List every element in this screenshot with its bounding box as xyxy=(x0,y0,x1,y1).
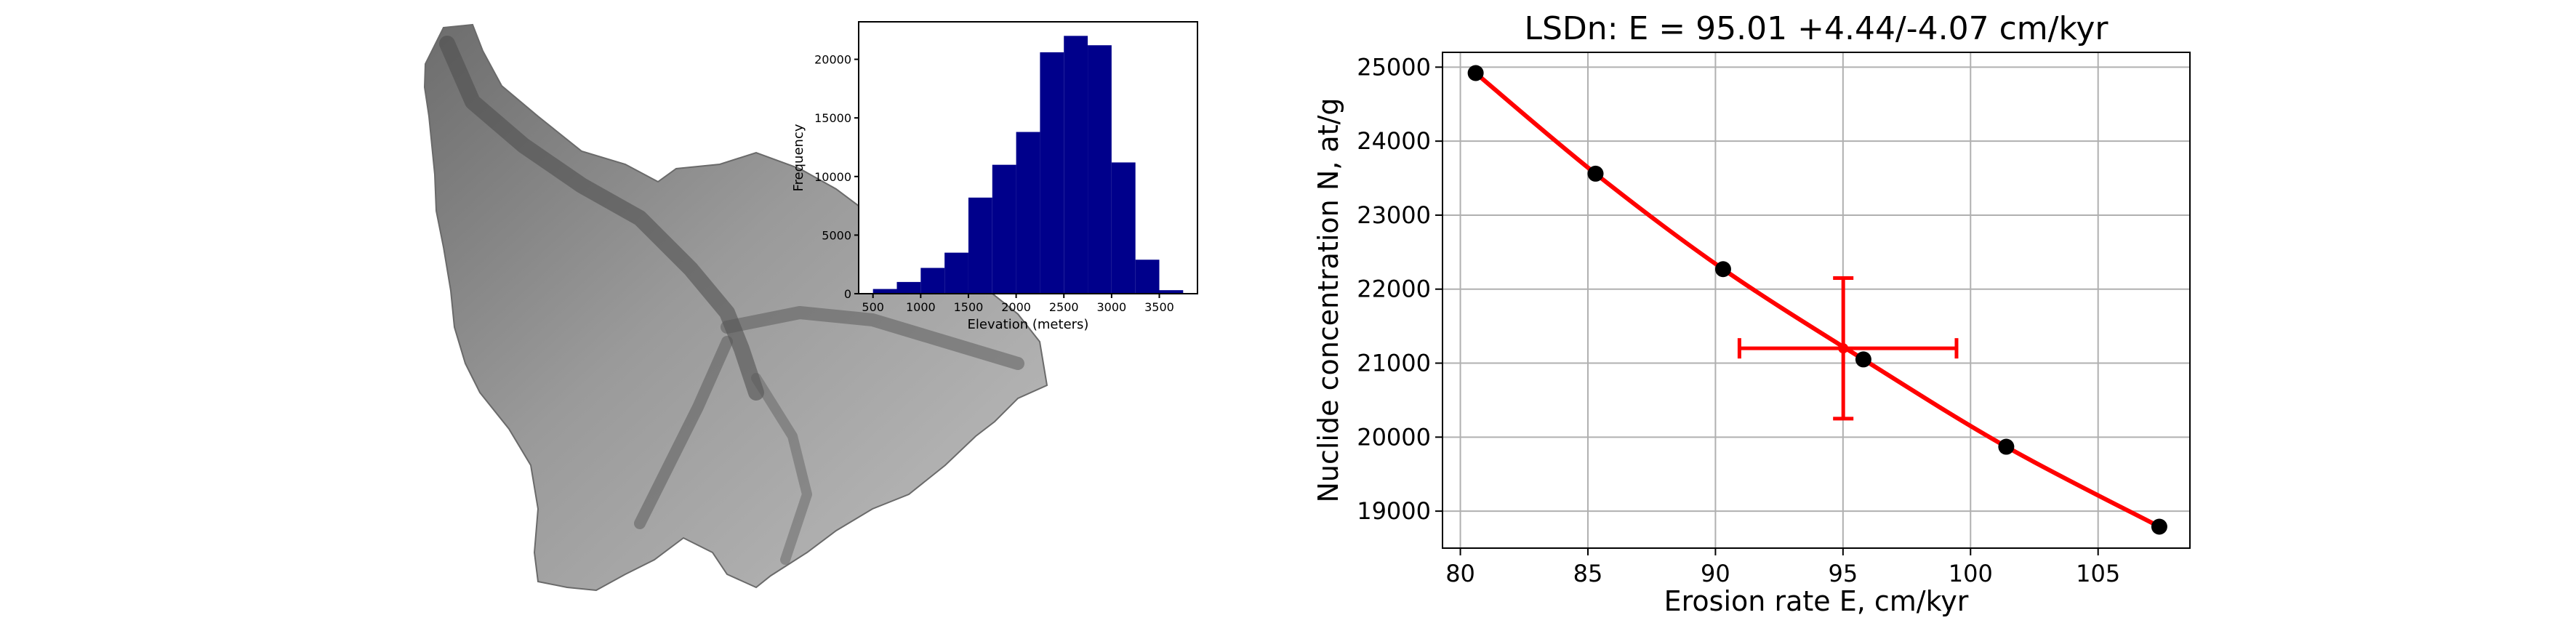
histogram-x-tick-label: 1000 xyxy=(906,300,936,314)
chart-x-tick-label: 85 xyxy=(1573,560,1603,587)
model-curve xyxy=(1474,71,2161,529)
data-point xyxy=(2151,518,2167,535)
histogram-x-axis-label: Elevation (meters) xyxy=(968,317,1089,332)
chart-x-tick-label: 100 xyxy=(1949,560,1993,587)
histogram-y-axis-label: Frequency xyxy=(791,124,806,191)
chart-x-axis-label: Erosion rate E, cm/kyr xyxy=(1664,585,1969,617)
histogram-y-tick-label: 10000 xyxy=(814,170,851,184)
basin-valley-branch-south xyxy=(634,336,733,529)
data-point xyxy=(1587,165,1604,182)
histogram-bar xyxy=(896,281,921,294)
basin-map xyxy=(423,23,1048,592)
histogram-bar xyxy=(992,164,1016,294)
chart-frame xyxy=(1442,52,2191,549)
histogram-bar xyxy=(944,252,968,294)
histogram-x-tick-label: 500 xyxy=(862,300,884,314)
histogram-x-tick-label: 3500 xyxy=(1144,300,1174,314)
basin-outline xyxy=(423,23,1048,592)
chart-x-tick-label: 90 xyxy=(1701,560,1730,587)
estimate-error-cross xyxy=(1737,276,1959,421)
histogram-y-tick-label: 15000 xyxy=(814,111,851,125)
estimate-point xyxy=(1838,343,1849,354)
basin-valley-main xyxy=(439,36,764,401)
chart-y-axis-label: Nuclide concentration N, at/g xyxy=(1312,97,1344,502)
histogram-x-tick-label: 2500 xyxy=(1049,300,1079,314)
model-points xyxy=(1467,65,2167,535)
erosion-rate-chart: LSDn: E = 95.01 +4.44/-4.07 cm/kyr 80 85 9… xyxy=(1312,10,2191,617)
chart-x-tick-label: 105 xyxy=(2076,560,2120,587)
elevation-histogram: 500 1000 1500 2000 2500 3000 3500 0 5000 10000 15… xyxy=(791,21,1198,332)
histogram-bar xyxy=(1016,132,1040,294)
data-point xyxy=(1714,261,1731,278)
data-point xyxy=(1855,351,1871,368)
chart-x-tick-label: 95 xyxy=(1828,560,1858,587)
histogram-y-ticks: 0 5000 10000 15000 20000 xyxy=(814,53,859,301)
histogram-bars xyxy=(872,36,1184,294)
chart-y-tick-label: 21000 xyxy=(1357,350,1431,377)
basin-valley-branch-east xyxy=(721,306,1024,370)
chart-y-tick-label: 24000 xyxy=(1357,127,1431,155)
chart-y-tick-label: 23000 xyxy=(1357,201,1431,229)
histogram-bar xyxy=(1135,260,1160,294)
histogram-bar xyxy=(1064,36,1088,294)
data-point xyxy=(1467,65,1484,81)
chart-grid xyxy=(1443,52,2190,548)
data-point xyxy=(1998,438,2015,455)
chart-y-tick-label: 19000 xyxy=(1357,497,1431,525)
histogram-bar xyxy=(1111,162,1136,294)
histogram-x-tick-label: 2000 xyxy=(1001,300,1031,314)
chart-title: LSDn: E = 95.01 +4.44/-4.07 cm/kyr xyxy=(1524,10,2108,47)
chart-y-ticks: 19000 20000 21000 22000 23000 24000 25000 xyxy=(1357,53,1443,525)
chart-y-tick-label: 20000 xyxy=(1357,423,1431,451)
histogram-bar xyxy=(1159,290,1184,294)
histogram-x-tick-label: 1500 xyxy=(954,300,984,314)
chart-x-tick-label: 80 xyxy=(1445,560,1475,587)
histogram-bar xyxy=(1040,52,1064,294)
histogram-bar xyxy=(968,197,992,294)
basin-valley-branch-southeast xyxy=(751,373,812,565)
histogram-y-tick-label: 5000 xyxy=(822,228,851,242)
histogram-y-tick-label: 20000 xyxy=(814,53,851,67)
histogram-y-tick-label: 0 xyxy=(844,287,851,301)
histogram-x-ticks: 500 1000 1500 2000 2500 3000 3500 xyxy=(862,294,1174,314)
chart-x-ticks: 80 85 90 95 100 105 xyxy=(1445,548,2120,587)
histogram-bar xyxy=(872,289,897,294)
histogram-bar xyxy=(1088,45,1112,294)
chart-y-tick-label: 22000 xyxy=(1357,276,1431,303)
histogram-x-tick-label: 3000 xyxy=(1096,300,1126,314)
chart-y-tick-label: 25000 xyxy=(1357,53,1431,81)
model-curve-line xyxy=(1474,71,2161,529)
histogram-frame xyxy=(858,21,1198,294)
histogram-bar xyxy=(920,268,945,294)
